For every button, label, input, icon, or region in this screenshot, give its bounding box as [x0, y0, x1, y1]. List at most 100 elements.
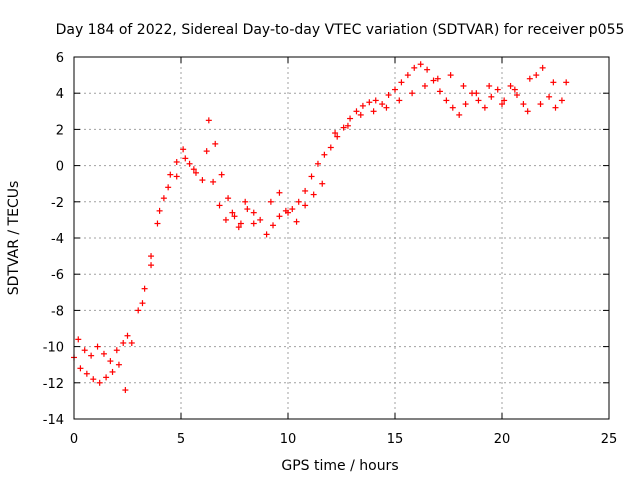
data-point [199, 177, 206, 184]
data-point [222, 216, 229, 223]
data-points [71, 61, 570, 394]
data-point [128, 339, 135, 346]
data-point [537, 101, 544, 108]
data-point [90, 376, 97, 383]
data-point [421, 82, 428, 89]
data-point [103, 374, 110, 381]
data-point [107, 358, 114, 365]
data-point [250, 209, 257, 216]
data-point [276, 189, 283, 196]
data-point [539, 64, 546, 71]
data-point [186, 160, 193, 167]
x-tick-label: 5 [177, 432, 185, 447]
data-point [357, 111, 364, 118]
data-point [276, 213, 283, 220]
data-point [447, 72, 454, 79]
data-point [173, 158, 180, 165]
data-point [257, 216, 264, 223]
x-tick-label: 25 [601, 432, 618, 447]
data-point [122, 387, 129, 394]
x-tick-label: 20 [494, 432, 511, 447]
data-point [449, 104, 456, 111]
data-point [520, 101, 527, 108]
data-point [205, 117, 212, 124]
data-point [372, 97, 379, 104]
data-point [511, 86, 518, 93]
data-point [443, 97, 450, 104]
y-tick-label: 6 [56, 51, 64, 66]
data-point [308, 173, 315, 180]
data-point [460, 82, 467, 89]
data-point [499, 101, 505, 108]
data-point [353, 108, 360, 115]
data-point [340, 124, 347, 131]
data-point [216, 202, 223, 209]
y-tick-label: 2 [56, 123, 64, 138]
data-point [404, 72, 411, 79]
data-point [293, 218, 300, 225]
data-point [115, 361, 122, 368]
data-point [327, 144, 334, 151]
data-point [270, 222, 277, 229]
data-point [250, 220, 257, 227]
data-point [148, 253, 155, 260]
data-point [124, 332, 131, 339]
data-point [83, 370, 90, 377]
data-point [379, 101, 386, 108]
data-point [424, 66, 431, 73]
data-point [229, 209, 236, 216]
data-point [173, 173, 180, 180]
x-tick-label: 10 [280, 432, 297, 447]
data-point [120, 339, 127, 346]
data-point [411, 64, 418, 71]
data-point [347, 115, 354, 122]
data-point [434, 75, 441, 82]
data-point [417, 61, 424, 68]
data-point [154, 220, 161, 227]
data-point [81, 347, 88, 354]
data-point [203, 148, 210, 155]
y-tick-label: -4 [51, 232, 64, 247]
grid-lines [74, 57, 609, 419]
data-point [385, 92, 392, 99]
data-point [75, 336, 82, 343]
x-tick-label: 0 [70, 432, 78, 447]
y-tick-label: -2 [51, 196, 64, 211]
data-point [334, 133, 341, 140]
data-point [370, 108, 377, 115]
data-point [160, 195, 167, 202]
data-point [113, 347, 120, 354]
data-point [235, 224, 242, 231]
data-point [546, 93, 553, 100]
data-point [550, 79, 557, 86]
data-point [190, 166, 197, 173]
chart-title: Day 184 of 2022, Sidereal Day-to-day VTE… [56, 22, 625, 38]
data-point [100, 350, 107, 357]
data-point [314, 160, 321, 167]
data-point [430, 77, 437, 84]
data-point [77, 365, 84, 372]
data-point [486, 82, 493, 89]
data-point [225, 195, 232, 202]
data-point [295, 198, 302, 205]
data-point [267, 198, 274, 205]
data-point [180, 146, 187, 153]
data-point [366, 99, 373, 106]
data-point [139, 300, 146, 307]
data-point [182, 155, 189, 162]
data-point [513, 92, 520, 99]
data-point [156, 207, 163, 214]
data-point [285, 209, 291, 216]
y-tick-label: -12 [43, 377, 64, 392]
data-point [396, 97, 403, 104]
data-point [392, 86, 398, 93]
data-point [218, 171, 225, 178]
data-point [462, 101, 469, 108]
data-point [192, 169, 199, 176]
data-point [359, 102, 366, 109]
data-point [558, 97, 565, 104]
data-point [289, 206, 296, 213]
data-point [165, 184, 172, 191]
data-point [473, 90, 480, 97]
data-point [436, 88, 443, 95]
